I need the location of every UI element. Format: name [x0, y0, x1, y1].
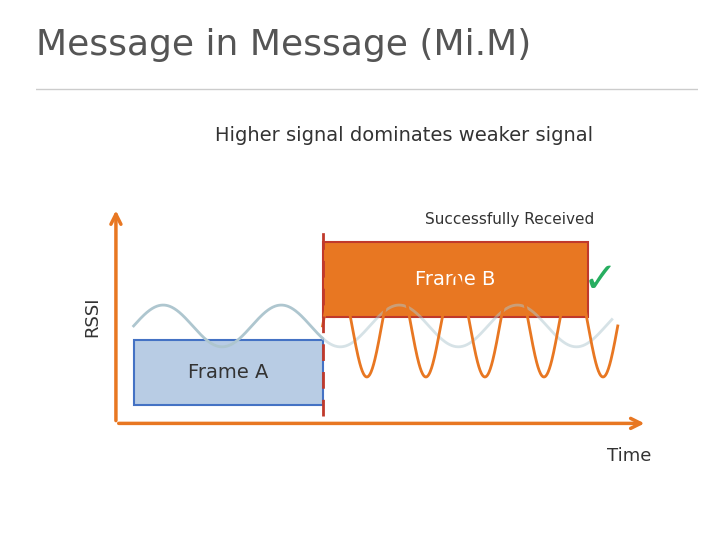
Text: Successfully Received: Successfully Received: [425, 212, 594, 227]
Text: 7: 7: [686, 511, 696, 529]
Text: Higher signal dominates weaker signal: Higher signal dominates weaker signal: [215, 126, 593, 145]
Text: Time: Time: [608, 447, 652, 464]
Text: Frame A: Frame A: [188, 363, 269, 382]
Bar: [323, 242, 588, 316]
Text: ✓: ✓: [582, 259, 618, 301]
Text: RSSI: RSSI: [84, 296, 102, 337]
Text: Message in Message (Mi.M): Message in Message (Mi.M): [36, 28, 531, 62]
Text: Frame B: Frame B: [415, 270, 495, 289]
Text: Computing: Computing: [56, 523, 109, 534]
Bar: [134, 340, 323, 405]
Text: NUS: NUS: [18, 515, 41, 525]
Text: School of: School of: [56, 510, 101, 520]
